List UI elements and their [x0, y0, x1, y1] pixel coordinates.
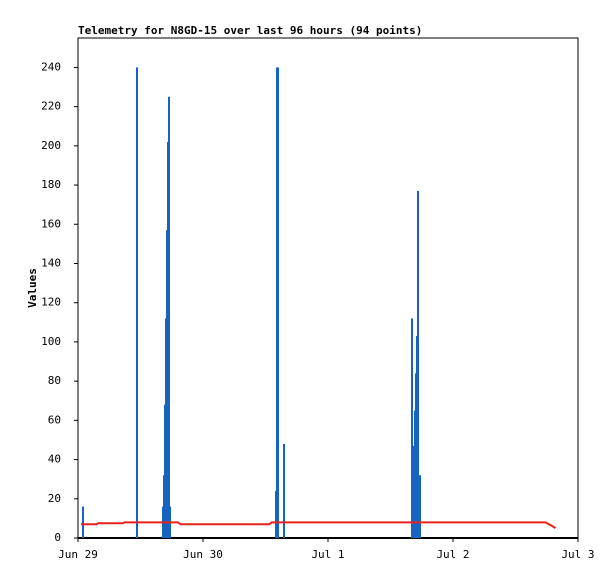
y-tick-label: 240	[41, 60, 61, 73]
y-tick-label: 220	[41, 100, 61, 113]
x-tick-label: Jul 3	[561, 548, 594, 561]
y-tick-label: 80	[48, 374, 61, 387]
y-tick-label: 40	[48, 453, 61, 466]
bar	[82, 506, 84, 538]
bar	[411, 318, 413, 538]
y-tick-label: 200	[41, 139, 61, 152]
bar	[283, 443, 285, 538]
chart-title: Telemetry for N8GD-15 over last 96 hours…	[78, 24, 422, 37]
y-axis-label: Values	[26, 268, 39, 308]
x-tick-label: Jul 1	[311, 548, 344, 561]
bar	[277, 67, 279, 538]
line	[81, 521, 557, 529]
x-tick-label: Jun 29	[58, 548, 98, 561]
bar	[168, 96, 170, 538]
y-tick-label: 180	[41, 178, 61, 191]
x-tick-label: Jul 2	[436, 548, 469, 561]
bar	[136, 67, 138, 538]
x-tick-label: Jun 30	[183, 548, 223, 561]
y-tick-label: 120	[41, 296, 61, 309]
y-tick-label: 20	[48, 492, 61, 505]
bar	[417, 190, 419, 539]
bar	[419, 475, 421, 538]
y-tick-label: 140	[41, 256, 61, 269]
y-tick-label: 100	[41, 335, 61, 348]
y-tick-label: 160	[41, 217, 61, 230]
y-tick-label: 60	[48, 413, 61, 426]
y-tick-label: 0	[54, 531, 61, 544]
